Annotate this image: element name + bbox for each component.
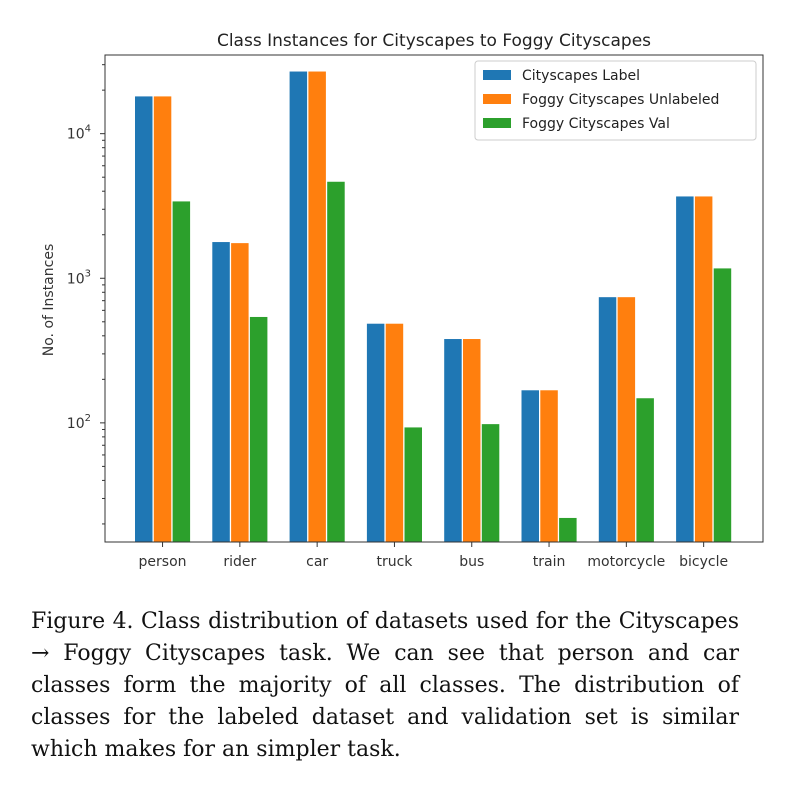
- bar-motorcycle-unlabeled: [617, 297, 636, 542]
- plot-frame: [104, 54, 764, 543]
- bar-truck-val: [404, 427, 422, 542]
- bar-truck-label: [366, 323, 385, 542]
- bar-rider-unlabeled: [231, 243, 249, 542]
- x-ticks-group: person rider car truck bus train motorcycle bic…: [139, 542, 728, 570]
- x-tick-label-train: train: [533, 554, 566, 570]
- bar-train-val: [559, 517, 577, 542]
- x-tick-label-truck: truck: [376, 554, 413, 570]
- x-tick-label-person: person: [139, 554, 187, 570]
- bar-train-label: [521, 390, 539, 542]
- bar-car-val: [327, 181, 345, 542]
- bar-chart: Class Instances for Cityscapes to Foggy …: [41, 31, 764, 570]
- x-tick-label-car: car: [306, 554, 328, 570]
- bar-bicycle-unlabeled: [694, 196, 713, 542]
- y-axis-label: No. of Instances: [41, 244, 57, 356]
- legend-swatch: [483, 94, 511, 104]
- legend-swatch: [483, 118, 511, 128]
- y-tick-label-1000: 103: [67, 268, 91, 287]
- bar-bus-unlabeled: [463, 339, 481, 542]
- legend-box: [474, 60, 757, 141]
- bar-person-val: [172, 201, 191, 542]
- y-tick-label-10000: 104: [67, 124, 91, 143]
- bar-truck-unlabeled: [385, 323, 404, 542]
- legend-swatch: [483, 70, 511, 80]
- bar-person-unlabeled: [153, 96, 172, 542]
- x-tick-label-bus: bus: [459, 554, 484, 570]
- bar-bicycle-label: [676, 196, 694, 542]
- y-tick-label-100: 102: [67, 413, 91, 432]
- x-tick-label-rider: rider: [223, 554, 256, 570]
- figure-caption: Figure 4. Class distribution of datasets…: [31, 609, 739, 762]
- legend-label: Foggy Cityscapes Unlabeled: [522, 92, 719, 108]
- legend-label: Foggy Cityscapes Val: [522, 116, 670, 132]
- bar-person-label: [135, 96, 153, 542]
- bars-group: [135, 71, 732, 543]
- legend: Cityscapes Label Foggy Cityscapes Unlabel…: [474, 60, 757, 141]
- bar-car-label: [289, 71, 308, 543]
- bar-train-unlabeled: [540, 390, 558, 542]
- bar-bus-label: [444, 339, 462, 542]
- bar-rider-val: [249, 316, 268, 542]
- bar-bicycle-val: [713, 268, 732, 542]
- bar-bus-val: [481, 424, 500, 542]
- y-ticks-group: 102 103 104: [67, 64, 105, 525]
- bar-rider-label: [212, 242, 230, 543]
- chart-title: Class Instances for Cityscapes to Foggy …: [217, 31, 651, 51]
- x-tick-label-motorcycle: motorcycle: [587, 554, 665, 570]
- legend-label: Cityscapes Label: [522, 68, 640, 84]
- x-tick-label-bicycle: bicycle: [679, 554, 728, 570]
- bar-motorcycle-val: [636, 398, 654, 542]
- bar-car-unlabeled: [308, 71, 326, 543]
- bar-motorcycle-label: [598, 297, 617, 542]
